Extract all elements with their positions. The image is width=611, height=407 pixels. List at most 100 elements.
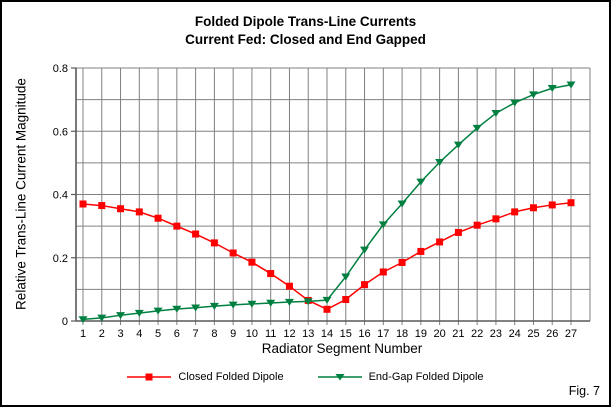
x-tick-label: 8 xyxy=(211,328,217,340)
x-tick-label: 20 xyxy=(433,328,445,340)
y-tick-label: 0.4 xyxy=(53,190,68,202)
x-tick-label: 15 xyxy=(340,328,352,340)
x-tick-label: 24 xyxy=(509,328,521,340)
x-tick-label: 22 xyxy=(471,328,483,340)
x-tick-label: 13 xyxy=(302,328,314,340)
series-0-marker xyxy=(98,202,106,210)
x-tick-label: 11 xyxy=(265,328,276,340)
x-tick-label: 7 xyxy=(193,328,199,340)
series-1-marker xyxy=(528,91,538,99)
series-0-marker xyxy=(511,208,519,216)
series-1-marker xyxy=(566,81,576,89)
series-0-marker xyxy=(135,208,143,216)
series-1-marker xyxy=(416,178,426,186)
series-0-marker xyxy=(454,228,462,236)
series-0-marker xyxy=(285,282,293,290)
series-0-marker xyxy=(529,204,537,212)
y-tick-label: 0.2 xyxy=(53,253,68,265)
series-1-marker xyxy=(247,300,257,308)
series-0-marker xyxy=(361,281,369,289)
series-1-marker xyxy=(228,301,238,309)
series-1-marker xyxy=(266,299,276,307)
legend-item-1: End-Gap Folded Dipole xyxy=(317,371,484,383)
legend-label-0: Closed Folded Dipole xyxy=(178,371,284,383)
series-0-marker xyxy=(267,270,275,278)
series-0-marker xyxy=(398,258,406,266)
series-0-marker xyxy=(473,221,481,229)
y-axis-title: Relative Trans-Line Current Magnitude xyxy=(13,78,29,310)
series-0-marker xyxy=(342,295,350,303)
x-tick-label: 21 xyxy=(452,328,464,340)
series-0-marker xyxy=(379,268,387,276)
series-0-marker xyxy=(79,200,87,208)
legend-square-marker-icon xyxy=(127,373,172,381)
x-tick-label: 2 xyxy=(99,328,105,340)
legend-triangle-marker-icon xyxy=(317,374,362,381)
series-1-marker xyxy=(97,314,107,322)
x-tick-label: 26 xyxy=(546,328,558,340)
series-1-marker xyxy=(191,304,201,312)
x-tick-label: 1 xyxy=(80,328,86,340)
series-0-marker xyxy=(210,239,218,247)
legend-item-0: Closed Folded Dipole xyxy=(127,371,284,383)
x-tick-label: 5 xyxy=(155,328,161,340)
series-1-marker xyxy=(378,221,388,229)
x-tick-label: 9 xyxy=(230,328,236,340)
x-tick-label: 10 xyxy=(246,328,258,340)
series-1-marker xyxy=(153,307,163,315)
series-1-marker xyxy=(172,305,182,313)
x-tick-label: 27 xyxy=(565,328,577,340)
x-tick-label: 14 xyxy=(321,328,333,340)
series-1-marker xyxy=(435,159,445,167)
x-tick-label: 25 xyxy=(527,328,539,340)
x-tick-label: 12 xyxy=(283,328,295,340)
series-1-marker xyxy=(116,312,126,320)
x-tick-label: 17 xyxy=(377,328,389,340)
y-tick-label: 0.6 xyxy=(53,126,68,138)
x-tick-label: 4 xyxy=(136,328,142,340)
fig-label: Fig. 7 xyxy=(568,384,600,398)
series-0-marker xyxy=(248,258,256,266)
legend-label-1: End-Gap Folded Dipole xyxy=(368,371,484,383)
series-0-marker xyxy=(192,230,200,238)
series-1-marker xyxy=(322,296,332,304)
series-1-marker xyxy=(491,110,501,118)
series-1-marker xyxy=(547,85,557,93)
series-0-marker xyxy=(548,201,556,209)
series-0-marker xyxy=(117,205,125,213)
series-1-marker xyxy=(303,298,313,306)
series-0-marker xyxy=(323,305,331,313)
series-0-marker xyxy=(567,199,575,207)
chart-title-line1: Folded Dipole Trans-Line Currents xyxy=(194,14,417,29)
series-0-marker xyxy=(417,247,425,255)
series-1-marker xyxy=(78,316,88,324)
series-1-marker xyxy=(284,298,294,306)
x-tick-label: 19 xyxy=(415,328,427,340)
series-1-marker xyxy=(134,309,144,317)
x-tick-label: 6 xyxy=(174,328,180,340)
x-tick-label: 3 xyxy=(117,328,123,340)
legend: Closed Folded Dipole End-Gap Folded Dipol… xyxy=(2,371,609,383)
series-1-marker xyxy=(510,99,520,107)
x-tick-label: 18 xyxy=(396,328,408,340)
chart-title-line2: Current Fed: Closed and End Gapped xyxy=(185,32,426,47)
y-tick-label: 0.8 xyxy=(53,63,68,75)
series-1-marker xyxy=(341,273,351,281)
x-tick-label: 23 xyxy=(490,328,502,340)
series-1-marker xyxy=(360,246,370,254)
x-axis-title: Radiator Segment Number xyxy=(261,341,423,356)
series-1-marker xyxy=(453,141,463,149)
chart-title: Folded Dipole Trans-Line Currents Curren… xyxy=(2,13,609,49)
series-1-marker xyxy=(472,124,482,132)
y-tick-label: 0 xyxy=(62,316,68,328)
series-0-marker xyxy=(154,214,162,222)
series-0-marker xyxy=(173,222,181,230)
series-0-marker xyxy=(229,249,237,257)
series-0-marker xyxy=(492,215,500,223)
series-0-marker xyxy=(436,238,444,246)
series-1-marker xyxy=(209,302,219,310)
series-1-marker xyxy=(397,200,407,208)
x-tick-label: 16 xyxy=(358,328,370,340)
